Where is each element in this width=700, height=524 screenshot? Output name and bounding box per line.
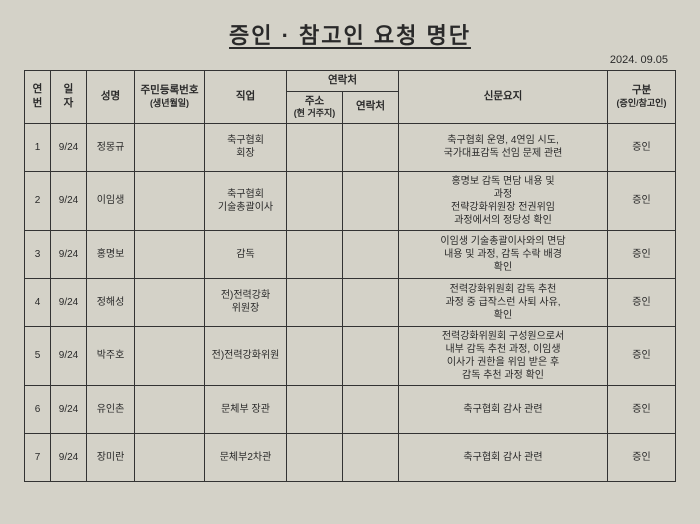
cell-id: [135, 123, 205, 171]
cell-addr: [287, 171, 343, 230]
cell-type: 증인: [608, 385, 676, 433]
cell-summary: 축구협회 감사 관련: [399, 433, 608, 481]
cell-job: 축구협회기술총괄이사: [205, 171, 287, 230]
cell-contact: [343, 278, 399, 326]
cell-summary: 홍명보 감독 면담 내용 및과정전략강화위원장 전권위임과정에서의 정당성 확인: [399, 171, 608, 230]
cell-type: 증인: [608, 230, 676, 278]
page-title: 증인 · 참고인 요청 명단: [24, 18, 676, 50]
cell-id: [135, 385, 205, 433]
cell-id: [135, 230, 205, 278]
cell-name: 장미란: [87, 433, 135, 481]
cell-summary: 전력강화위원회 감독 추천과정 중 급작스런 사퇴 사유,확인: [399, 278, 608, 326]
header-date: 일자: [51, 71, 87, 124]
cell-summary: 축구협회 감사 관련: [399, 385, 608, 433]
cell-addr: [287, 278, 343, 326]
cell-job: 문체부 장관: [205, 385, 287, 433]
table-row: 79/24장미란 문체부2차관 축구협회 감사 관련증인: [25, 433, 676, 481]
cell-no: 2: [25, 171, 51, 230]
cell-job: 감독: [205, 230, 287, 278]
cell-name: 정해성: [87, 278, 135, 326]
cell-no: 6: [25, 385, 51, 433]
cell-addr: [287, 123, 343, 171]
witness-table: 연번 일자 성명 주민등록번호 (생년월일) 직업 연락처 신문요지 구분 (증…: [24, 70, 676, 482]
cell-no: 5: [25, 326, 51, 385]
cell-name: 정몽규: [87, 123, 135, 171]
header-type: 구분 (증인/참고인): [608, 71, 676, 124]
header-id: 주민등록번호 (생년월일): [135, 71, 205, 124]
cell-type: 증인: [608, 123, 676, 171]
cell-type: 증인: [608, 326, 676, 385]
document-date: 2024. 09.05: [24, 54, 676, 66]
cell-contact: [343, 123, 399, 171]
cell-summary: 전력강화위원회 구성원으로서내부 감독 추천 과정, 이임생이사가 권한을 위임…: [399, 326, 608, 385]
cell-contact: [343, 385, 399, 433]
cell-contact: [343, 230, 399, 278]
cell-no: 7: [25, 433, 51, 481]
cell-id: [135, 433, 205, 481]
header-contact-group: 연락처: [287, 71, 399, 92]
cell-addr: [287, 385, 343, 433]
header-summary: 신문요지: [399, 71, 608, 124]
cell-id: [135, 326, 205, 385]
cell-type: 증인: [608, 278, 676, 326]
table-row: 49/24정해성 전)전력강화위원장 전력강화위원회 감독 추천과정 중 급작스런 …: [25, 278, 676, 326]
cell-job: 전)전력강화위원장: [205, 278, 287, 326]
cell-id: [135, 171, 205, 230]
cell-addr: [287, 230, 343, 278]
cell-no: 3: [25, 230, 51, 278]
cell-job: 전)전력강화위원: [205, 326, 287, 385]
table-row: 59/24박주호 전)전력강화위원 전력강화위원회 구성원으로서내부 감독 추천 과…: [25, 326, 676, 385]
header-no: 연번: [25, 71, 51, 124]
cell-contact: [343, 326, 399, 385]
cell-contact: [343, 433, 399, 481]
cell-date: 9/24: [51, 171, 87, 230]
header-contact: 연락처: [343, 91, 399, 123]
header-name: 성명: [87, 71, 135, 124]
header-job: 직업: [205, 71, 287, 124]
cell-contact: [343, 171, 399, 230]
cell-date: 9/24: [51, 123, 87, 171]
cell-no: 4: [25, 278, 51, 326]
cell-type: 증인: [608, 433, 676, 481]
cell-id: [135, 278, 205, 326]
cell-date: 9/24: [51, 433, 87, 481]
cell-addr: [287, 433, 343, 481]
cell-name: 이임생: [87, 171, 135, 230]
cell-no: 1: [25, 123, 51, 171]
table-row: 39/24홍명보 감독 이임생 기술총괄이사와의 면담내용 및 과정, 감독 수락 …: [25, 230, 676, 278]
cell-summary: 이임생 기술총괄이사와의 면담내용 및 과정, 감독 수락 배경확인: [399, 230, 608, 278]
cell-type: 증인: [608, 171, 676, 230]
cell-date: 9/24: [51, 385, 87, 433]
cell-date: 9/24: [51, 278, 87, 326]
cell-name: 박주호: [87, 326, 135, 385]
cell-date: 9/24: [51, 230, 87, 278]
cell-addr: [287, 326, 343, 385]
table-row: 69/24유인촌 문체부 장관 축구협회 감사 관련증인: [25, 385, 676, 433]
cell-job: 문체부2차관: [205, 433, 287, 481]
cell-summary: 축구협회 운영, 4연임 시도,국가대표감독 선임 문제 관련: [399, 123, 608, 171]
cell-name: 홍명보: [87, 230, 135, 278]
cell-name: 유인촌: [87, 385, 135, 433]
table-row: 29/24이임생 축구협회기술총괄이사 홍명보 감독 면담 내용 및과정전략강화위원…: [25, 171, 676, 230]
header-addr: 주소 (현 거주지): [287, 91, 343, 123]
table-row: 19/24정몽규 축구협회회장 축구협회 운영, 4연임 시도,국가대표감독 선임 …: [25, 123, 676, 171]
cell-job: 축구협회회장: [205, 123, 287, 171]
cell-date: 9/24: [51, 326, 87, 385]
